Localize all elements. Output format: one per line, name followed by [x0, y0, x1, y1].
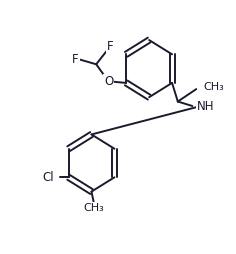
Text: CH₃: CH₃ — [204, 82, 224, 92]
Text: NH: NH — [197, 100, 215, 113]
Text: O: O — [104, 75, 114, 88]
Text: F: F — [72, 53, 79, 66]
Text: Cl: Cl — [42, 171, 54, 184]
Text: F: F — [107, 40, 113, 53]
Text: CH₃: CH₃ — [84, 203, 104, 213]
